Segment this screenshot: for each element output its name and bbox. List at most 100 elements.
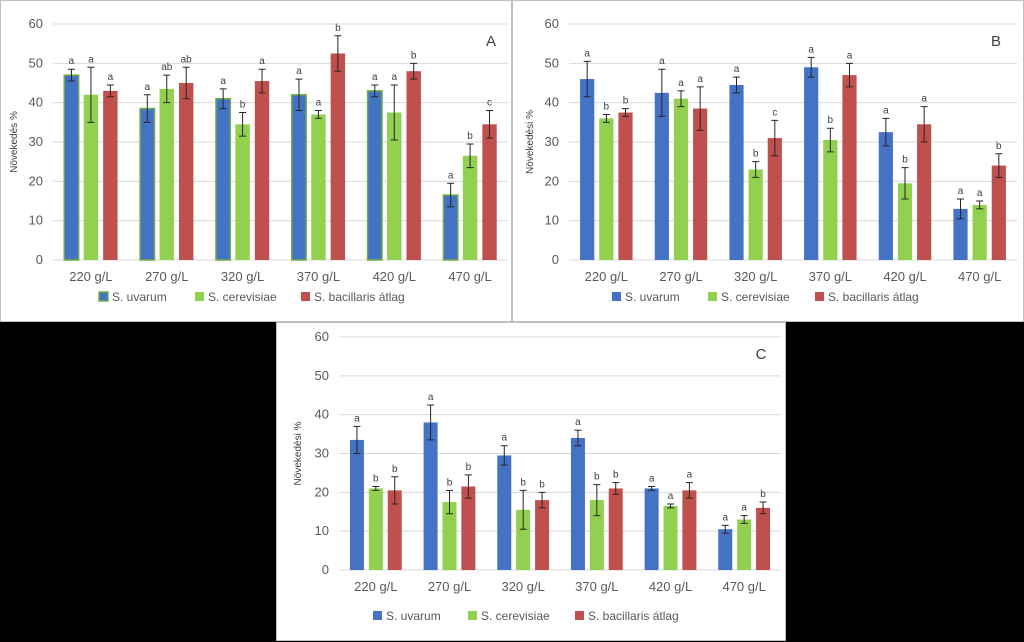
- significance-label: a: [649, 474, 655, 485]
- significance-label: b: [613, 470, 619, 481]
- significance-label: a: [584, 48, 590, 59]
- significance-label: a: [145, 82, 151, 93]
- error-bar: [901, 167, 909, 200]
- significance-label: a: [88, 54, 94, 65]
- error-bar: [258, 68, 266, 94]
- bar: [178, 83, 194, 260]
- error-bar: [845, 62, 853, 88]
- x-tick-label: 220 g/L: [354, 579, 397, 594]
- bar: [406, 71, 421, 260]
- significance-label: c: [487, 98, 492, 109]
- legend-label: S. cerevisiae: [721, 290, 790, 304]
- y-tick-label: 20: [545, 173, 559, 188]
- bar: [103, 90, 118, 260]
- y-tick-label: 60: [315, 329, 329, 344]
- significance-label: a: [678, 78, 684, 89]
- significance-label: a: [668, 491, 674, 502]
- bar: [693, 108, 708, 260]
- y-tick-label: 10: [29, 213, 43, 228]
- x-tick-label: 470 g/L: [448, 269, 491, 284]
- error-bar: [447, 182, 455, 208]
- error-bar: [957, 198, 965, 220]
- bar: [589, 500, 604, 570]
- legend-label: S. bacillaris átlag: [828, 290, 919, 304]
- bar: [349, 439, 364, 570]
- error-bar: [826, 127, 834, 153]
- y-tick-label: 50: [29, 55, 43, 70]
- x-tick-label: 320 g/L: [501, 579, 544, 594]
- error-bar: [239, 112, 247, 137]
- error-bar: [314, 110, 322, 119]
- chart-svg: 0 10 20 30 40 50 60 Növekedési % Ca b b 220 g/L a b b 2…: [293, 329, 781, 623]
- bar: [570, 437, 585, 570]
- legend-label: S. cerevisiae: [208, 290, 277, 304]
- error-bar: [667, 503, 674, 509]
- error-bar: [648, 486, 656, 491]
- bar: [159, 88, 174, 261]
- y-tick-label: 20: [29, 173, 43, 188]
- x-tick-label: 420 g/L: [649, 579, 692, 594]
- significance-label: a: [921, 94, 927, 105]
- y-tick-label: 30: [29, 134, 43, 149]
- significance-label: a: [316, 98, 322, 109]
- significance-label: a: [69, 56, 75, 67]
- bar: [729, 84, 744, 260]
- significance-label: b: [392, 464, 398, 475]
- x-tick-label: 370 g/L: [297, 269, 340, 284]
- error-bar: [602, 113, 610, 123]
- bar: [535, 500, 550, 570]
- bar: [330, 53, 346, 260]
- error-bar: [295, 78, 303, 112]
- bar: [215, 97, 232, 261]
- legend-label: S. bacillaris átlag: [588, 609, 679, 623]
- significance-label: b: [467, 131, 473, 142]
- significance-label: a: [958, 186, 964, 197]
- significance-label: b: [604, 101, 610, 112]
- legend-swatch: [195, 292, 204, 301]
- bar: [387, 490, 402, 570]
- y-tick-label: 20: [315, 484, 329, 499]
- error-bar: [163, 74, 171, 104]
- bar: [897, 183, 913, 260]
- error-bar: [390, 84, 398, 141]
- significance-label: b: [828, 115, 834, 126]
- error-bar: [658, 68, 666, 117]
- bar: [878, 132, 893, 260]
- significance-label: a: [741, 503, 747, 514]
- error-bar: [334, 35, 342, 72]
- bar: [953, 208, 968, 260]
- bar: [254, 81, 270, 261]
- error-bar: [143, 94, 151, 123]
- error-bar: [759, 501, 767, 515]
- significance-label: a: [354, 413, 360, 424]
- legend-swatch: [708, 292, 717, 301]
- bar: [608, 488, 623, 570]
- significance-label: b: [520, 477, 526, 488]
- bar: [972, 204, 987, 260]
- bar: [235, 124, 250, 260]
- error-bar: [106, 84, 114, 98]
- significance-label: a: [722, 512, 728, 523]
- bar: [991, 165, 1006, 260]
- error-bar: [219, 88, 227, 110]
- y-tick-label: 40: [315, 407, 329, 422]
- y-tick-label: 40: [29, 95, 43, 110]
- error-bar: [182, 66, 190, 100]
- panel-label: C: [756, 346, 767, 363]
- error-bar: [752, 161, 760, 178]
- y-tick-label: 0: [552, 252, 559, 267]
- error-bar: [696, 86, 704, 131]
- legend-swatch: [301, 292, 310, 301]
- error-bar: [685, 482, 693, 499]
- bar: [461, 486, 476, 570]
- x-tick-label: 370 g/L: [575, 579, 618, 594]
- significance-label: b: [760, 489, 766, 500]
- error-bar: [593, 484, 601, 517]
- legend-swatch: [575, 611, 584, 620]
- significance-label: b: [594, 472, 600, 483]
- x-tick-label: 470 g/L: [958, 269, 1001, 284]
- significance-label: b: [447, 477, 453, 488]
- significance-label: b: [466, 462, 472, 473]
